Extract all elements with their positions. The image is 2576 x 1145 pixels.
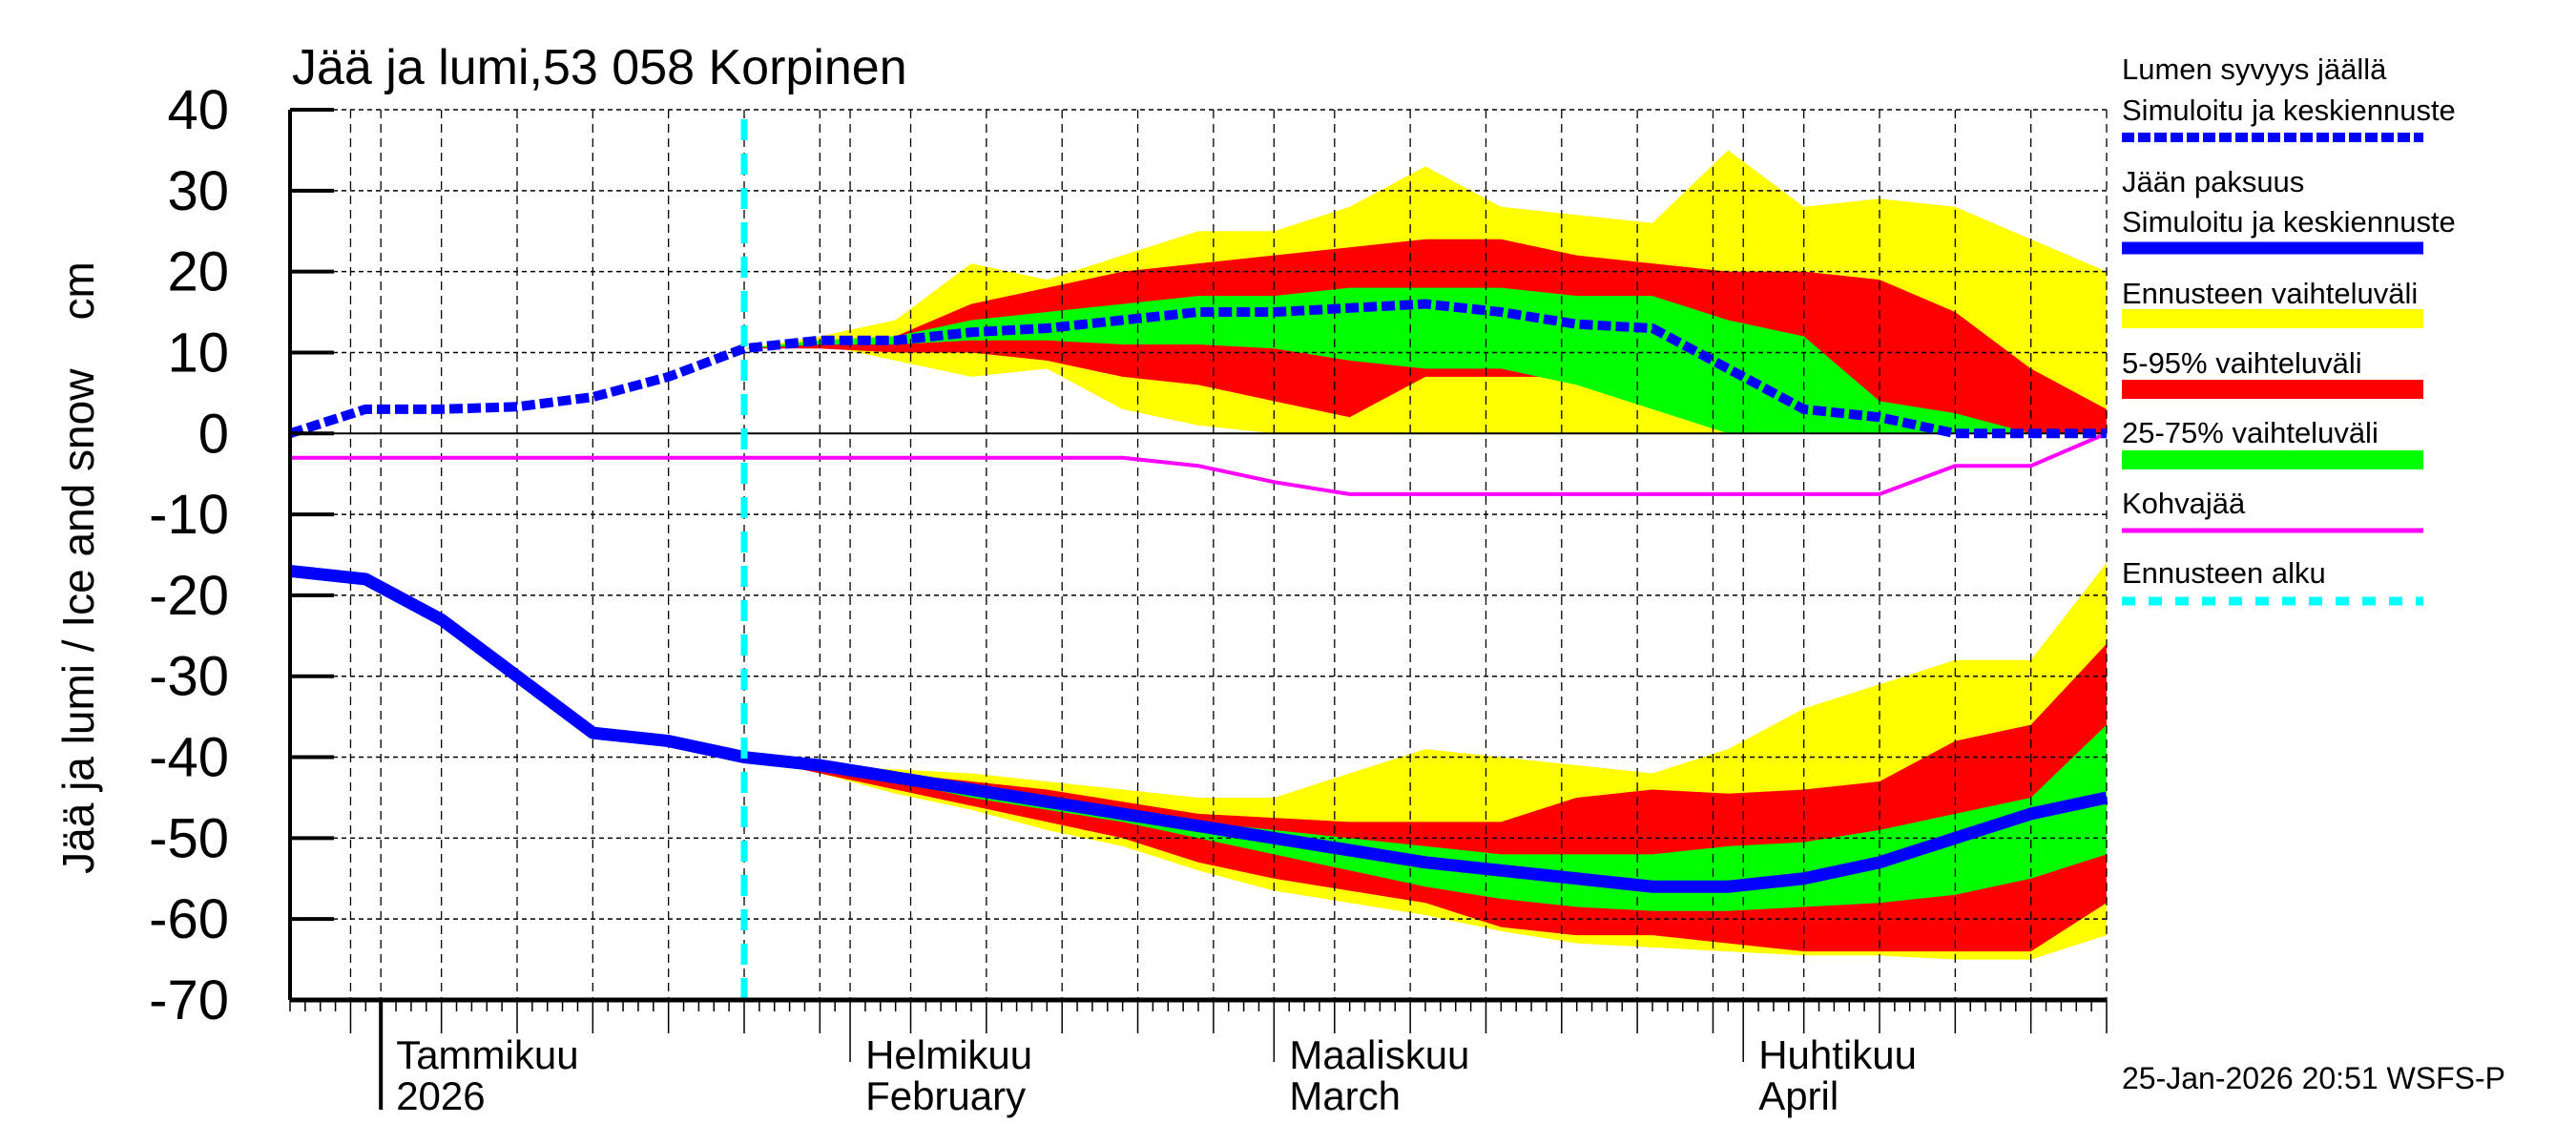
y-tick-label: -60 [149, 888, 229, 950]
y-tick-label: 30 [167, 160, 229, 222]
y-tick-label: -20 [149, 565, 229, 627]
month-label: Tammikuu [396, 1032, 578, 1077]
legend-label: Ennusteen vaihteluväli [2122, 277, 2418, 310]
legend-item: Kohvajää [2122, 487, 2423, 533]
legend-label: Kohvajää [2122, 487, 2246, 520]
series-lines [288, 119, 2109, 1000]
ice-thickness-line [289, 565, 2109, 893]
y-tick-label: -40 [149, 727, 229, 789]
y-tick-label: 40 [167, 79, 229, 141]
legend-label: Lumen syvyys jäällä [2122, 52, 2387, 86]
y-tick-label: -70 [149, 969, 229, 1031]
legend-item: 25-75% vaihteluväli [2122, 416, 2423, 469]
y-tick-label: -50 [149, 807, 229, 869]
timestamp-footer: 25-Jan-2026 20:51 WSFS-P [2122, 1061, 2505, 1095]
legend-item: Lumen syvyys jäällä Simuloitu ja keskienn… [2122, 52, 2456, 142]
month-label: Maaliskuu [1289, 1032, 1469, 1077]
legend-item: Ennusteen vaihteluväli [2122, 277, 2423, 328]
month-label-sub: 2026 [396, 1073, 485, 1118]
month-label-sub: March [1289, 1073, 1401, 1118]
y-tick-label: 10 [167, 322, 229, 384]
month-label: Huhtikuu [1758, 1032, 1917, 1077]
axes: 40 30 20 10 0 -10 -20 -30 -40 -50 -60 -70 Tammikuu20… [149, 79, 2108, 1118]
month-label-sub: April [1758, 1073, 1839, 1118]
y-tick-label: -10 [149, 484, 229, 546]
legend: Lumen syvyys jäällä Simuloitu ja keskienn… [2122, 52, 2456, 606]
y-tick-label: -30 [149, 646, 229, 708]
month-label: Helmikuu [865, 1032, 1032, 1077]
ice-25-75-band [744, 724, 2107, 911]
legend-label: 5-95% vaihteluväli [2122, 346, 2362, 380]
legend-label: 25-75% vaihteluväli [2122, 416, 2379, 449]
legend-item: Jään paksuus Simuloitu ja keskiennuste [2122, 165, 2456, 255]
legend-label: Ennusteen alku [2122, 556, 2326, 590]
legend-item: Ennusteen alku [2122, 556, 2423, 606]
month-label-sub: February [865, 1073, 1026, 1118]
kohvajaa-line [290, 431, 2108, 496]
y-tick-label: 20 [167, 241, 229, 303]
y-axis-label: Jää ja lumi / Ice and snow cm [53, 261, 103, 874]
legend-sublabel: Simuloitu ja keskiennuste [2122, 205, 2456, 239]
legend-item: 5-95% vaihteluväli [2122, 346, 2423, 399]
y-tick-label: 0 [198, 403, 229, 465]
legend-label: Jään paksuus [2122, 165, 2304, 198]
snow-depth-line [288, 299, 2107, 439]
legend-sublabel: Simuloitu ja keskiennuste [2122, 94, 2456, 127]
chart-title: Jää ja lumi,53 058 Korpinen [292, 40, 907, 95]
